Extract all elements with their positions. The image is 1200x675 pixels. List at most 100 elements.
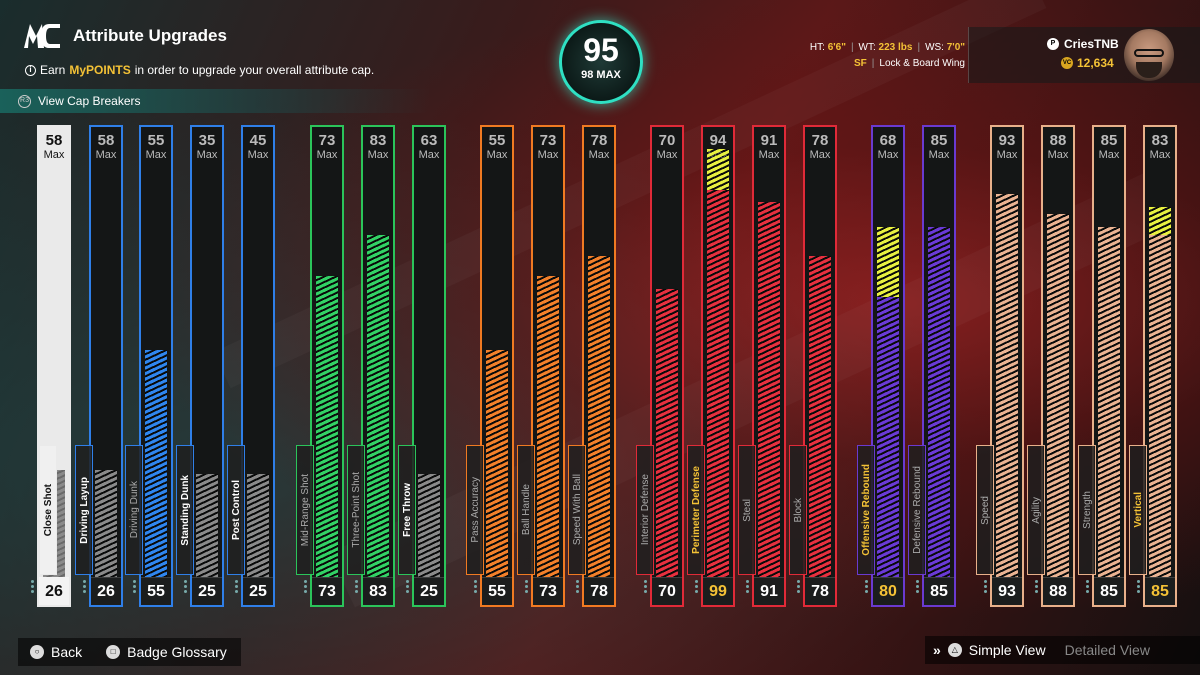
attribute-label-tab: Defensive Rebound <box>908 445 926 575</box>
attribute-column-speed-with-ball[interactable]: 78 Max 78 <box>582 125 616 607</box>
attribute-max: 35 Max <box>192 133 222 162</box>
attribute-column-perimeter-defense[interactable]: 94Max99 <box>701 125 735 607</box>
attribute-label-tab: Block <box>789 445 807 575</box>
attribute-max-value: 70 <box>658 132 676 149</box>
badge-dots-icon <box>1137 580 1141 594</box>
attribute-max-label: Max <box>43 149 65 161</box>
attribute-name: Mid-Range Shot <box>299 473 311 547</box>
attribute-column-speed[interactable]: 93 Max 93 <box>990 125 1024 607</box>
attribute-label-tab: Ball Handle <box>517 445 535 575</box>
back-button[interactable]: Back <box>51 644 83 660</box>
attribute-current-value: 99 <box>703 577 733 605</box>
attribute-max-value: 45 <box>249 132 267 149</box>
attribute-current-value: 25 <box>414 577 444 605</box>
attribute-track <box>588 165 610 577</box>
attribute-max-value: 85 <box>930 132 948 149</box>
attribute-column-three-point-shot[interactable]: 83 Max 83 <box>361 125 395 607</box>
attribute-column-block[interactable]: 78 Max 78 <box>803 125 837 607</box>
attribute-max: 91 Max <box>754 133 784 162</box>
attribute-track <box>367 165 389 577</box>
attribute-max: 83 Max <box>1145 133 1175 162</box>
attribute-column-ball-handle[interactable]: 73 Max 73 <box>531 125 565 607</box>
attribute-column-interior-defense[interactable]: 70 Max 70 <box>650 125 684 607</box>
attribute-fill <box>877 296 899 577</box>
view-cap-breakers-button[interactable]: R3 View Cap Breakers <box>0 89 430 113</box>
attribute-max: 78 Max <box>584 133 614 162</box>
attribute-column-free-throw[interactable]: 63 Max 25 <box>412 125 446 607</box>
attribute-max-label: Max <box>418 149 440 161</box>
info-suffix: in order to upgrade your overall attribu… <box>134 63 375 77</box>
attribute-column-steal[interactable]: 91 Max 91 <box>752 125 786 607</box>
circle-button-icon: ○ <box>30 645 44 659</box>
simple-view-button[interactable]: Simple View <box>968 642 1046 658</box>
attribute-column-offensive-rebound[interactable]: 68 Max 80 <box>871 125 905 607</box>
attribute-name: Three-Point Shot <box>350 472 362 548</box>
attribute-max: 63 Max <box>414 132 444 162</box>
wingspan-label: WS: <box>925 42 944 53</box>
detailed-view-button[interactable]: Detailed View <box>1064 642 1150 658</box>
attribute-max-value: 63 <box>420 132 438 149</box>
attribute-current-value: 78 <box>805 577 835 605</box>
attribute-track <box>877 165 899 577</box>
attribute-label-tab: Close Shot <box>39 445 57 575</box>
attribute-track <box>928 165 950 577</box>
attribute-name: Interior Defense <box>639 474 651 546</box>
attribute-column-vertical[interactable]: 83 Max 85 <box>1143 125 1177 607</box>
attribute-max-label: Max <box>656 149 678 161</box>
attribute-fill <box>928 226 950 577</box>
attribute-column-defensive-rebound[interactable]: 85 Max 85 <box>922 125 956 607</box>
badge-dots-icon <box>916 580 920 594</box>
attribute-track <box>145 165 167 577</box>
attribute-boost-fill <box>707 149 729 190</box>
attribute-track <box>809 165 831 577</box>
attribute-name: Free Throw <box>401 483 413 537</box>
attribute-name: Close Shot <box>42 483 54 537</box>
attribute-name: Perimeter Defense <box>690 466 702 554</box>
attribute-column-strength[interactable]: 85 Max 85 <box>1092 125 1126 607</box>
cap-breakers-label: View Cap Breakers <box>38 94 141 108</box>
attribute-column-mid-range-shot[interactable]: 73 Max 73 <box>310 125 344 607</box>
attribute-max: 68 Max <box>873 133 903 162</box>
attribute-boost-fill <box>877 227 899 297</box>
attribute-fill <box>1149 235 1171 577</box>
attribute-name: Ball Handle <box>520 484 532 536</box>
attribute-max-label: Max <box>95 149 117 161</box>
attribute-max: 73 Max <box>533 133 563 162</box>
attribute-column-driving-layup[interactable]: 58 Max 26 <box>89 125 123 607</box>
overall-value: 95 <box>583 32 619 68</box>
weight-label: WT: <box>858 42 876 53</box>
attribute-max: 55 Max <box>141 132 171 162</box>
attribute-max-label: Max <box>196 149 218 161</box>
attribute-current-value: 26 <box>91 577 121 605</box>
attribute-max-label: Max <box>588 149 610 161</box>
badge-dots-icon <box>1086 580 1090 594</box>
attribute-column-driving-dunk[interactable]: 55 Max 55 <box>139 125 173 607</box>
attribute-label-tab: Post Control <box>227 445 245 575</box>
attribute-track <box>247 165 269 577</box>
attribute-max-value: 55 <box>147 132 165 149</box>
badge-dots-icon <box>984 580 988 594</box>
footer-left: ○ Back □ Badge Glossary <box>18 638 241 666</box>
badge-dots-icon <box>865 580 869 594</box>
attribute-max-value: 83 <box>369 132 387 149</box>
attribute-fill <box>809 255 831 577</box>
attribute-column-standing-dunk[interactable]: 35 Max 25 <box>190 125 224 607</box>
badge-dots-icon <box>1035 580 1039 594</box>
attribute-max-value: 85 <box>1100 132 1118 149</box>
attribute-fill <box>247 474 269 577</box>
attribute-max-value: 58 <box>45 132 63 149</box>
attribute-max: 88 Max <box>1043 133 1073 162</box>
badge-dots-icon <box>133 580 137 594</box>
attribute-column-pass-accuracy[interactable]: 55 Max 55 <box>480 125 514 607</box>
attribute-fill <box>95 469 117 577</box>
attribute-max: 85 Max <box>924 132 954 162</box>
square-button-icon: □ <box>106 645 121 659</box>
attribute-max: 70 Max <box>652 132 682 162</box>
attribute-label-tab: Driving Layup <box>75 445 93 575</box>
attribute-fill <box>588 255 610 577</box>
badge-glossary-button[interactable]: Badge Glossary <box>127 644 227 660</box>
attribute-column-post-control[interactable]: 45 Max 25 <box>241 125 275 607</box>
attribute-column-agility[interactable]: 88 Max 88 <box>1041 125 1075 607</box>
position-value: SF <box>854 58 867 69</box>
attribute-max-value: 93 <box>998 132 1016 149</box>
